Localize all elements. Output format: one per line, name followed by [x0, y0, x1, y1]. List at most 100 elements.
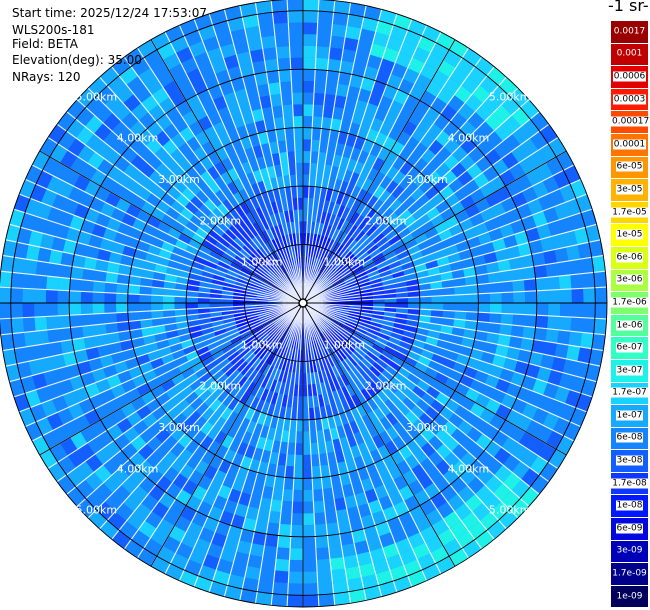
ppi-cell	[363, 5, 382, 21]
ppi-cell	[307, 396, 314, 409]
ppi-cell	[166, 406, 182, 421]
ppi-cell	[360, 357, 373, 370]
ppi-cell	[583, 287, 596, 303]
ppi-cell	[323, 499, 336, 513]
ppi-cell	[35, 329, 49, 346]
ppi-cell	[210, 532, 228, 548]
ppi-cell	[364, 102, 379, 118]
ppi-cell	[368, 324, 381, 333]
ppi-cell	[227, 488, 242, 504]
ppi-cell	[258, 313, 271, 320]
ppi-cell	[111, 57, 132, 76]
ppi-cell	[242, 74, 257, 89]
ppi-cell	[334, 336, 345, 347]
ppi-cell	[277, 140, 288, 153]
ppi-cell	[332, 320, 344, 329]
ppi-cell	[139, 162, 156, 178]
ppi-cell	[393, 13, 412, 31]
ppi-cell	[57, 315, 71, 329]
ppi-cell	[161, 241, 175, 253]
ppi-cell	[164, 420, 179, 436]
ppi-cell	[186, 308, 199, 316]
ppi-cell	[314, 69, 328, 83]
ppi-cell	[277, 262, 286, 274]
ppi-cell	[60, 150, 78, 169]
colorbar-tick-label: 1.7e-06	[611, 297, 648, 308]
ppi-cell	[240, 267, 253, 277]
ppi-cell	[154, 146, 170, 163]
ppi-cell	[320, 317, 331, 327]
ppi-cell	[355, 347, 367, 358]
ppi-cell	[354, 540, 370, 555]
ppi-cell	[367, 181, 380, 196]
ppi-cell	[151, 207, 166, 222]
ppi-cell	[303, 594, 319, 607]
ppi-cell	[168, 525, 187, 543]
ppi-cell	[119, 66, 139, 85]
ppi-cell	[375, 358, 389, 370]
ppi-cell	[373, 407, 386, 421]
ppi-cell	[237, 274, 250, 282]
ppi-cell	[155, 428, 171, 444]
ppi-cell	[324, 152, 335, 166]
ppi-cell	[228, 369, 241, 382]
ppi-cell	[307, 197, 314, 210]
ppi-cell	[234, 388, 246, 402]
ppi-cell	[261, 350, 272, 362]
ppi-cell	[308, 407, 316, 420]
ppi-cell	[227, 65, 243, 81]
ppi-cell	[144, 511, 163, 529]
ppi-cell	[251, 60, 267, 75]
ppi-cell	[394, 350, 408, 362]
ppi-cell	[472, 502, 491, 522]
ppi-cell	[266, 339, 276, 351]
ppi-cell	[45, 289, 58, 303]
ppi-cell	[236, 360, 249, 373]
ppi-cell	[202, 331, 216, 341]
ppi-cell	[281, 92, 293, 106]
ppi-cell	[298, 384, 303, 397]
ppi-cell	[220, 185, 233, 199]
ppi-cell	[54, 366, 70, 383]
ppi-cell	[288, 22, 303, 35]
ppi-cell	[339, 346, 350, 358]
ppi-cell	[547, 276, 560, 291]
ppi-cell	[340, 193, 351, 207]
ppi-cell	[261, 191, 271, 205]
ppi-cell	[355, 201, 367, 215]
ppi-cell	[255, 266, 267, 276]
ppi-cell	[40, 356, 55, 373]
ppi-cell	[331, 202, 341, 216]
ppi-cell	[351, 366, 362, 379]
ppi-cell	[382, 505, 399, 522]
ppi-cell	[164, 234, 178, 246]
ppi-cell	[454, 311, 467, 321]
ppi-cell	[292, 489, 303, 502]
ppi-cell	[332, 215, 341, 229]
ppi-cell	[206, 255, 220, 265]
ppi-cell	[129, 266, 143, 278]
ppi-cell	[375, 20, 394, 37]
ppi-cell	[303, 466, 313, 479]
ppi-cell	[406, 424, 421, 440]
ppi-cell	[175, 315, 188, 324]
ppi-cell	[531, 339, 546, 355]
ppi-cell	[315, 535, 329, 549]
colorbar-tick-label: 1e-09	[616, 591, 643, 602]
ppi-cell	[92, 292, 105, 303]
ppi-cell	[331, 228, 341, 241]
ppi-cell	[361, 414, 374, 428]
ppi-cell	[220, 216, 233, 229]
ppi-cell	[337, 348, 348, 360]
ppi-cell	[283, 272, 292, 284]
ppi-cell	[170, 442, 186, 458]
ppi-cell	[282, 104, 294, 117]
ppi-cell	[303, 45, 317, 58]
ppi-cell	[197, 292, 210, 299]
ppi-cell	[360, 514, 376, 529]
ppi-cell	[185, 424, 200, 440]
ppi-cell	[49, 443, 68, 463]
ppi-cell	[230, 334, 243, 344]
ppi-cell	[230, 28, 248, 44]
